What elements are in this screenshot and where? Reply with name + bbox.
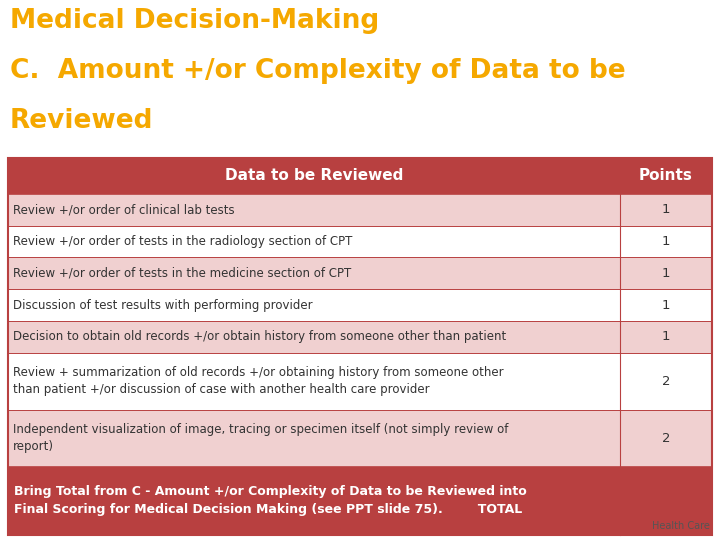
Bar [8, 226, 712, 258]
Text: Discussion of test results with performing provider: Discussion of test results with performi… [13, 299, 312, 312]
Bar [8, 467, 712, 535]
Text: Bring Total from C - Amount +/or Complexity of Data to be Reviewed into
Final Sc: Bring Total from C - Amount +/or Complex… [14, 485, 527, 516]
Bar [8, 410, 712, 467]
Bar [8, 194, 712, 226]
Text: 1: 1 [662, 204, 670, 217]
Text: 1: 1 [662, 267, 670, 280]
Text: Review +/or order of clinical lab tests: Review +/or order of clinical lab tests [13, 204, 235, 217]
Bar [8, 289, 712, 321]
Text: C.  Amount +/or Complexity of Data to be: C. Amount +/or Complexity of Data to be [10, 58, 626, 84]
Text: Review +/or order of tests in the medicine section of CPT: Review +/or order of tests in the medici… [13, 267, 351, 280]
Text: 1: 1 [662, 299, 670, 312]
Text: Review + summarization of old records +/or obtaining history from someone other
: Review + summarization of old records +/… [13, 366, 503, 396]
Bar [8, 321, 712, 353]
Bar [8, 258, 712, 289]
Text: Data to be Reviewed: Data to be Reviewed [225, 168, 403, 184]
Text: Review +/or order of tests in the radiology section of CPT: Review +/or order of tests in the radiol… [13, 235, 352, 248]
Text: 1: 1 [662, 235, 670, 248]
Bar [8, 353, 712, 410]
Text: 2: 2 [662, 375, 670, 388]
Text: Independent visualization of image, tracing or specimen itself (not simply revie: Independent visualization of image, trac… [13, 423, 508, 454]
Text: Health Care: Health Care [652, 521, 710, 531]
Text: 1: 1 [662, 330, 670, 343]
Text: Decision to obtain old records +/or obtain history from someone other than patie: Decision to obtain old records +/or obta… [13, 330, 506, 343]
Bar [8, 158, 712, 535]
Text: 2: 2 [662, 432, 670, 445]
Bar [8, 158, 712, 194]
Text: Medical Decision-Making: Medical Decision-Making [10, 8, 379, 34]
Text: Points: Points [639, 168, 693, 184]
Text: Reviewed: Reviewed [10, 108, 153, 134]
